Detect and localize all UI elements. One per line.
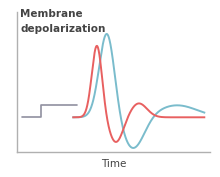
- Text: depolarization: depolarization: [20, 24, 106, 34]
- Text: Membrane: Membrane: [20, 9, 83, 19]
- Text: Time: Time: [101, 159, 126, 169]
